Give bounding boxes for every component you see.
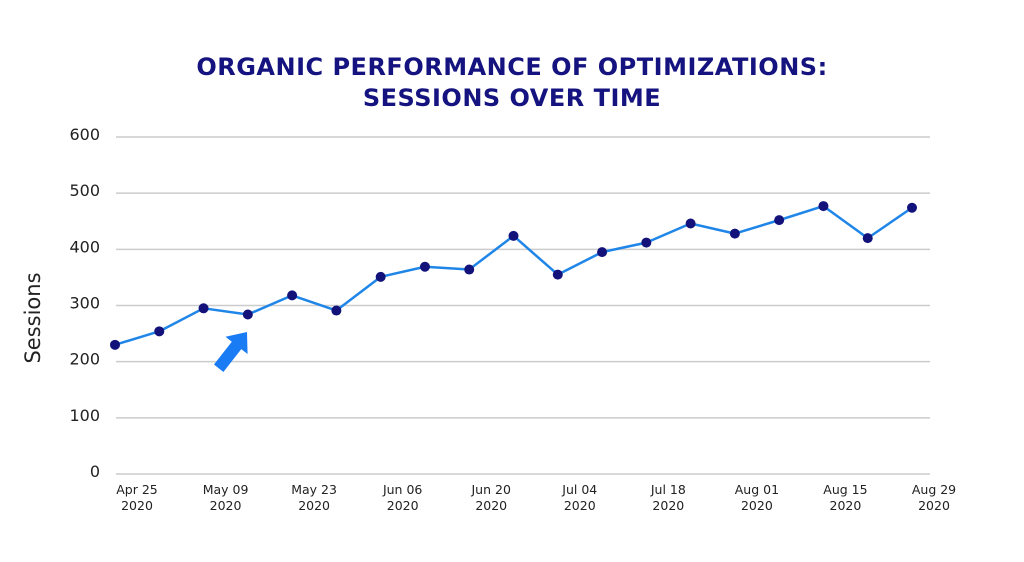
data-point bbox=[110, 339, 120, 350]
data-point bbox=[774, 215, 785, 226]
data-point bbox=[729, 228, 740, 239]
series-sessions bbox=[110, 201, 917, 350]
annotation-arrow bbox=[213, 332, 248, 372]
chart-title: ORGANIC PERFORMANCE OF OPTIMIZATIONS: SE… bbox=[0, 52, 1024, 114]
grid-lines bbox=[116, 136, 930, 475]
y-tick-label: 300 bbox=[69, 294, 100, 313]
y-tick-label: 200 bbox=[69, 350, 100, 369]
x-tick-label: Aug 15 2020 bbox=[823, 482, 867, 513]
y-axis-ticks: 0 100 200 300 400 500 600 bbox=[69, 125, 100, 481]
x-tick-label: Aug 01 2020 bbox=[735, 482, 779, 513]
data-point bbox=[862, 233, 873, 244]
series-line bbox=[114, 204, 913, 347]
data-point bbox=[419, 261, 430, 272]
data-point bbox=[331, 305, 342, 316]
x-axis-ticks: Apr 25 2020 May 09 2020 May 23 2020 Jun 06 2020… bbox=[116, 482, 956, 513]
data-point bbox=[907, 202, 917, 213]
arrow-icon bbox=[213, 332, 248, 372]
y-tick-label: 400 bbox=[69, 237, 100, 256]
data-point bbox=[552, 269, 563, 280]
data-point bbox=[641, 237, 652, 248]
y-tick-label: 600 bbox=[69, 125, 100, 144]
x-tick-label: May 09 2020 bbox=[203, 482, 249, 513]
data-point bbox=[508, 230, 519, 241]
data-point bbox=[597, 247, 608, 258]
chart-title-line-1: ORGANIC PERFORMANCE OF OPTIMIZATIONS: bbox=[196, 53, 828, 81]
data-point bbox=[685, 218, 696, 229]
data-point bbox=[287, 290, 298, 301]
y-axis-label: Sessions bbox=[21, 272, 45, 363]
y-tick-label: 100 bbox=[69, 406, 100, 425]
x-tick-label: Aug 29 2020 bbox=[912, 482, 956, 513]
x-tick-label: Apr 25 2020 bbox=[116, 482, 158, 513]
x-tick-label: Jul 04 2020 bbox=[561, 482, 597, 513]
y-tick-label: 500 bbox=[69, 181, 100, 200]
data-point bbox=[818, 201, 829, 212]
x-tick-label: Jun 06 2020 bbox=[382, 482, 422, 513]
y-tick-label: 0 bbox=[90, 462, 100, 481]
data-point bbox=[198, 303, 209, 314]
x-tick-label: Jul 18 2020 bbox=[650, 482, 686, 513]
x-tick-label: Jun 20 2020 bbox=[471, 482, 511, 513]
data-point bbox=[154, 326, 165, 337]
data-point bbox=[242, 309, 253, 320]
data-point bbox=[375, 271, 386, 282]
x-tick-label: May 23 2020 bbox=[291, 482, 337, 513]
chart-title-line-2: SESSIONS OVER TIME bbox=[362, 84, 662, 112]
data-point bbox=[464, 264, 475, 275]
